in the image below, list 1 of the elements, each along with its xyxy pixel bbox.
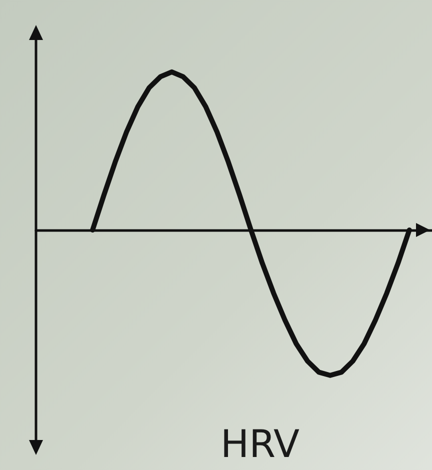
x-axis-title: HRV bbox=[220, 422, 300, 466]
